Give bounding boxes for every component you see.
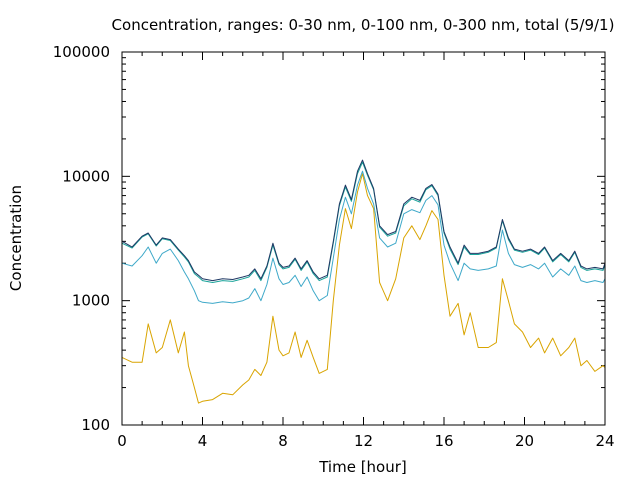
x-tick-label: 16 (434, 432, 453, 450)
x-tick-label: 24 (595, 432, 614, 450)
series-line-2 (121, 170, 606, 304)
x-tick-label: 20 (515, 432, 534, 450)
series-line-0 (121, 159, 606, 282)
series-line-1 (121, 161, 606, 283)
y-tick-label: 100 (81, 416, 110, 434)
series-layer (121, 159, 606, 404)
y-axis-label: Concentration (7, 185, 25, 291)
x-tick-label: 0 (117, 432, 127, 450)
tick-labels: 0 4 8 12 16 20 24 100 1000 10000 100000 (53, 43, 615, 450)
y-tick-label: 10000 (62, 167, 110, 185)
x-tick-label: 8 (278, 432, 288, 450)
y-tick-label: 100000 (53, 43, 110, 61)
x-tick-label: 12 (354, 432, 373, 450)
plot-frame (121, 51, 606, 426)
series-line-3 (121, 173, 606, 404)
y-tick-label: 1000 (72, 292, 110, 310)
axis-ticks (121, 51, 606, 426)
x-tick-label: 4 (198, 432, 208, 450)
x-axis-label: Time [hour] (318, 458, 407, 476)
chart-title: Concentration, ranges: 0-30 nm, 0-100 nm… (112, 16, 615, 34)
